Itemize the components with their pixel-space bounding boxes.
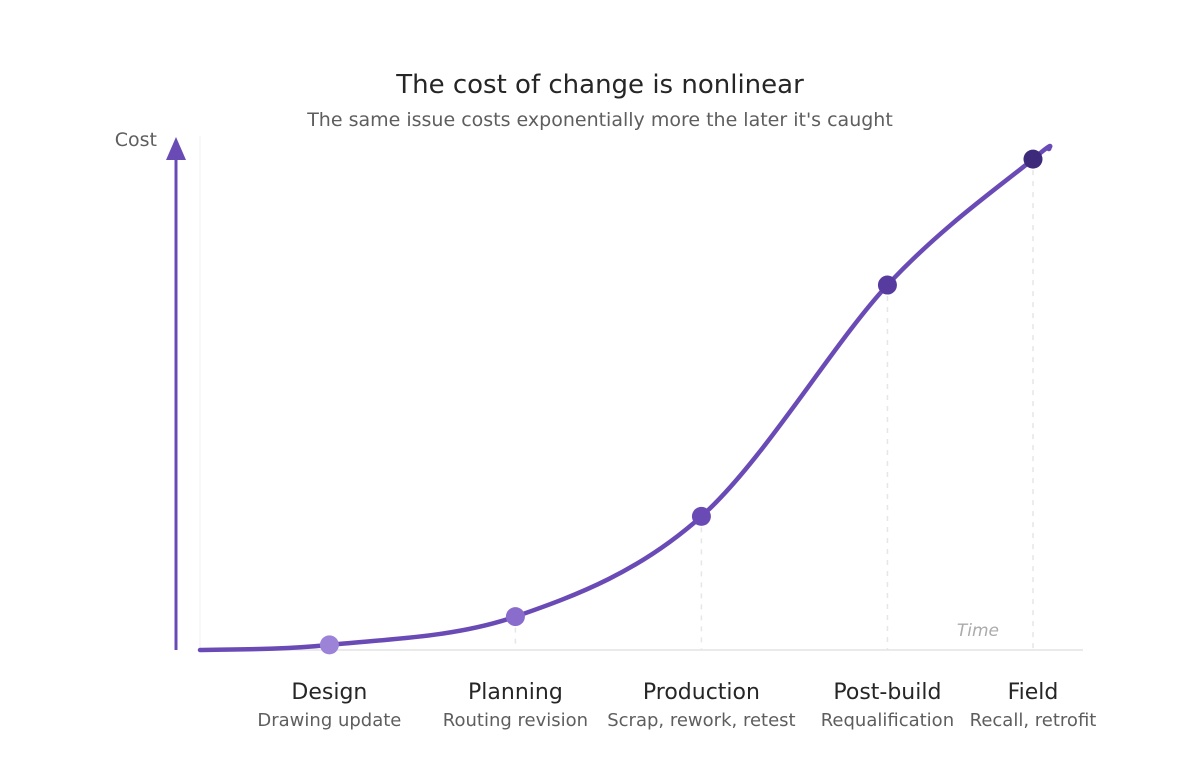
stage-points <box>319 149 1043 655</box>
stage-point-production <box>691 506 711 526</box>
stage-label: Field <box>1008 680 1059 705</box>
stage-point-planning <box>505 607 525 627</box>
stage-note: Requalification <box>821 710 954 731</box>
stage-point-post-build <box>877 275 897 295</box>
stage-guides <box>328 159 1034 650</box>
x-axis-label: Time <box>957 621 999 641</box>
stage-point-design <box>319 635 339 655</box>
stage-label: Production <box>643 680 760 705</box>
stage-note: Routing revision <box>443 710 588 731</box>
stage-note: Recall, retrofit <box>970 710 1097 731</box>
y-axis-label: Cost <box>115 129 157 151</box>
stage-labels: Design Drawing update Planning Routing revi… <box>257 680 1096 731</box>
stage-note: Scrap, rework, retest <box>607 710 795 731</box>
stage-note: Drawing update <box>257 710 401 731</box>
chart-subtitle: The same issue costs exponentially more … <box>306 109 893 131</box>
stage-label: Design <box>291 680 367 705</box>
stage-label: Planning <box>468 680 563 705</box>
cost-curve-line <box>197 143 1053 653</box>
stage-point-field <box>1023 149 1043 169</box>
stage-label: Post-build <box>833 680 941 705</box>
chart-title: The cost of change is nonlinear <box>395 70 804 100</box>
y-axis-arrow-head <box>166 137 186 160</box>
